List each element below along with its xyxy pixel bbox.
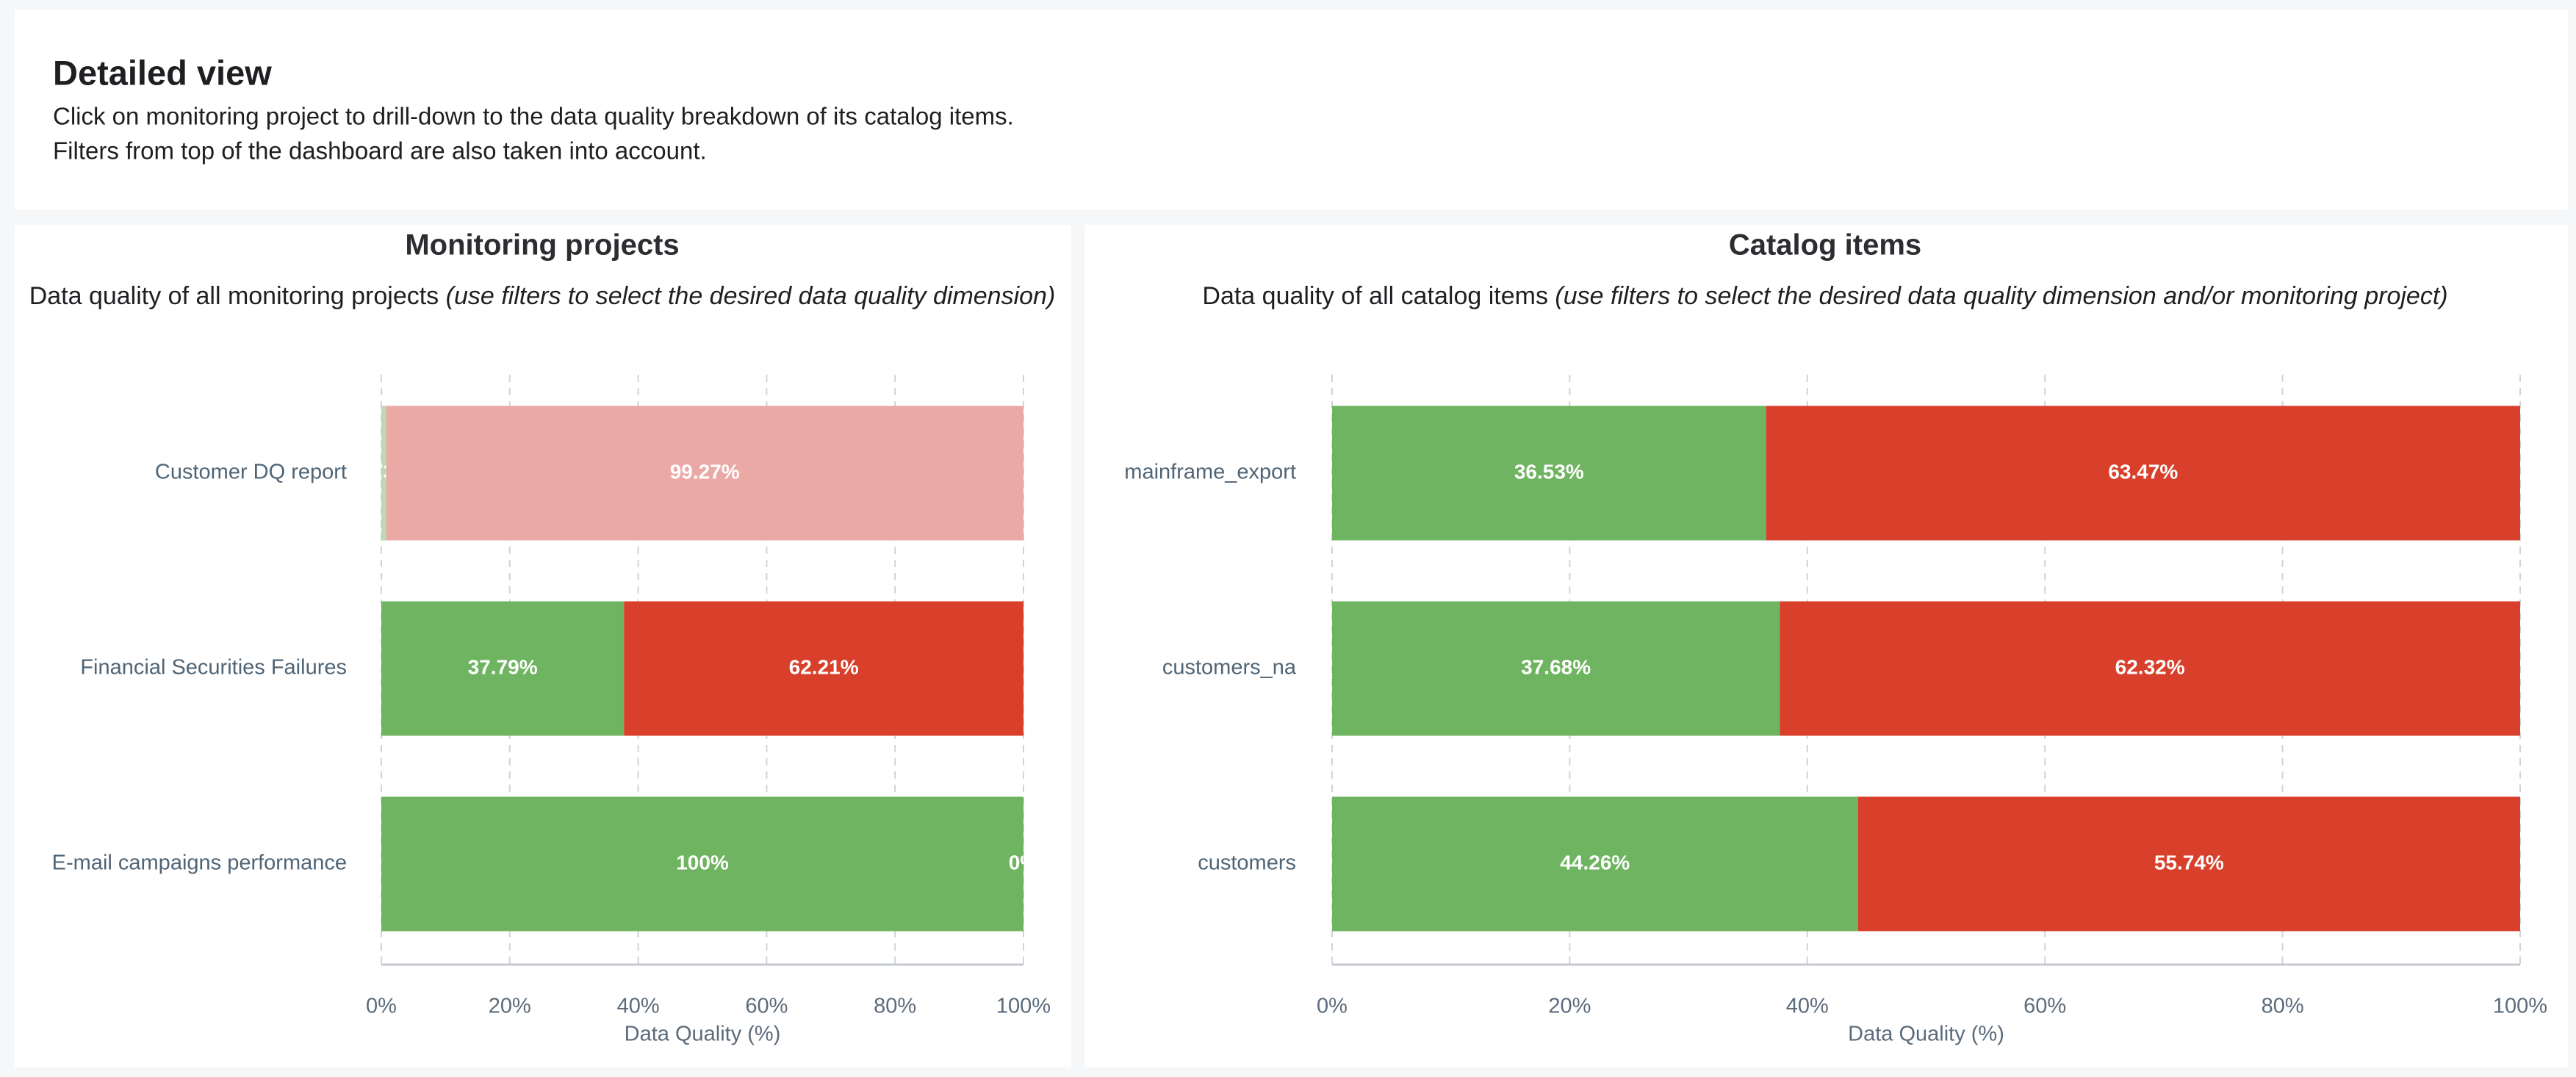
- bar-segment: [1766, 406, 2520, 541]
- category-label: Financial Securities Failures: [80, 656, 347, 680]
- value-label: 44.26%: [1560, 851, 1630, 874]
- x-axis-label: Data Quality (%): [1848, 1023, 2004, 1046]
- header-line: Filters from top of the dashboard are al…: [53, 137, 707, 165]
- x-tick-label: 40%: [617, 995, 660, 1018]
- x-tick-label: 100%: [996, 995, 1051, 1018]
- subtitle-note: (use filters to select the desired data …: [446, 282, 1056, 310]
- category-label: Customer DQ report: [155, 461, 347, 484]
- value-label: 36.53%: [1514, 460, 1584, 483]
- subtitle-text: Data quality of all catalog items: [1202, 282, 1548, 310]
- bar-segment: [381, 406, 386, 541]
- x-tick-label: 20%: [489, 995, 531, 1018]
- category-label: mainframe_export: [1124, 461, 1296, 484]
- bar-segment: [1780, 601, 2520, 736]
- x-tick-label: 80%: [2262, 995, 2304, 1018]
- category-label: customers_na: [1162, 656, 1297, 680]
- subtitle-text: Data quality of all monitoring projects: [29, 282, 439, 310]
- category-label: customers: [1198, 851, 1296, 875]
- bar-segment: [381, 796, 1023, 932]
- bar-segment: [1332, 601, 1780, 736]
- value-label: 100%: [676, 851, 729, 874]
- bar-segment: [386, 406, 1023, 541]
- x-tick-label: 100%: [2493, 995, 2547, 1018]
- chart-subtitle: Data quality of all catalog items (use f…: [1202, 282, 2447, 310]
- category-label: E-mail campaigns performance: [52, 851, 347, 875]
- subtitle-note: (use filters to select the desired data …: [1555, 282, 2447, 310]
- value-label: 62.32%: [2115, 655, 2185, 678]
- x-axis-label: Data Quality (%): [625, 1023, 781, 1046]
- x-tick-label: 60%: [745, 995, 788, 1018]
- header-title: Detailed view: [53, 53, 272, 92]
- x-tick-label: 0%: [1317, 995, 1348, 1018]
- value-label: 37.68%: [1521, 655, 1591, 678]
- chart-title: Catalog items: [1729, 229, 1921, 262]
- x-tick-label: 40%: [1786, 995, 1829, 1018]
- value-label: 62.21%: [789, 655, 859, 678]
- bar-segment: [1332, 406, 1766, 541]
- x-tick-label: 60%: [2023, 995, 2066, 1018]
- x-tick-label: 20%: [1548, 995, 1591, 1018]
- header-panel: [15, 10, 2568, 210]
- value-label: 37.79%: [468, 655, 538, 678]
- x-tick-label: 80%: [874, 995, 916, 1018]
- bar-segment: [1857, 796, 2520, 932]
- bar-segment: [624, 601, 1023, 736]
- x-tick-label: 0%: [366, 995, 397, 1018]
- bar-segment: [381, 601, 625, 736]
- bar-segment: [1332, 796, 1858, 932]
- chart-subtitle: Data quality of all monitoring projects …: [29, 282, 1056, 310]
- value-label: 63.47%: [2108, 460, 2178, 483]
- value-label: 0%: [1009, 851, 1039, 874]
- value-label: 55.74%: [2154, 851, 2224, 874]
- value-label: 99.27%: [670, 460, 740, 483]
- chart-title: Monitoring projects: [405, 229, 679, 262]
- header-line: Click on monitoring project to drill-dow…: [53, 103, 1014, 130]
